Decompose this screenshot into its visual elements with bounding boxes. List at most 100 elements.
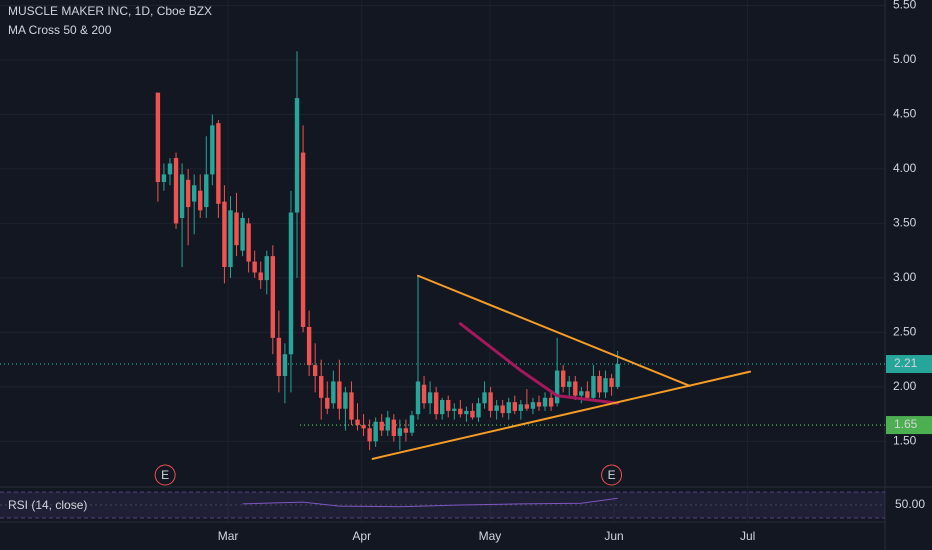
- candle-body: [294, 98, 300, 213]
- chart-subtitle: MA Cross 50 & 200: [8, 23, 112, 37]
- candle-body: [210, 125, 215, 175]
- candle-body: [306, 326, 312, 366]
- candle-body: [506, 402, 511, 414]
- candle-body: [579, 391, 584, 396]
- y-tick-label: 5.00: [893, 52, 917, 66]
- candle-body: [282, 354, 288, 377]
- candle-body: [288, 212, 294, 355]
- candle-body: [415, 381, 421, 415]
- candle-body: [343, 392, 348, 409]
- candle-body: [488, 392, 493, 411]
- candle-body: [536, 402, 542, 407]
- x-tick-label: Apr: [352, 529, 371, 543]
- candle-body: [312, 365, 318, 377]
- grid: [0, 0, 885, 522]
- candle-body: [470, 410, 475, 418]
- candle-body: [222, 201, 227, 268]
- price-label-box: [886, 416, 932, 435]
- x-tick-label: May: [479, 529, 502, 543]
- candle-body: [476, 403, 481, 418]
- earnings-marker: [601, 464, 623, 486]
- overlay-line: [417, 274, 691, 387]
- candle-body: [355, 419, 360, 426]
- candle-body: [482, 392, 487, 404]
- candle-body: [385, 417, 390, 431]
- candle-body: [373, 421, 378, 442]
- candle-body: [603, 378, 608, 393]
- candle-body: [446, 399, 451, 411]
- candle-body: [554, 370, 560, 404]
- candle-body: [270, 256, 276, 338]
- candle-body: [216, 123, 221, 204]
- candle-body: [179, 174, 185, 218]
- x-tick-label: Mar: [218, 529, 239, 543]
- candle-body: [155, 92, 161, 183]
- candle-body: [367, 428, 372, 442]
- candle-body: [204, 174, 209, 208]
- candle-body: [542, 397, 548, 407]
- marks: 2.21 1.65 E E: [0, 51, 932, 519]
- candle-body: [518, 404, 524, 411]
- earnings-marker: [154, 464, 176, 486]
- candle-body: [560, 370, 566, 387]
- candle-body: [246, 223, 251, 262]
- price-label: 1.65: [894, 417, 918, 431]
- y-tick-label: 2.00: [893, 379, 917, 393]
- rsi-tick-label: 50.00: [895, 497, 925, 511]
- candle-body: [500, 405, 505, 414]
- y-tick-label: 5.50: [893, 0, 917, 12]
- candle-body: [464, 410, 469, 415]
- x-tick-label: Jun: [604, 529, 623, 543]
- candle-body: [331, 381, 336, 404]
- candle-body: [185, 179, 191, 208]
- y-tick-label: 4.00: [893, 161, 917, 175]
- candle-body: [240, 217, 245, 251]
- candle-body: [228, 210, 233, 268]
- y-tick-label: 1.50: [893, 434, 917, 448]
- candle-body: [452, 408, 457, 411]
- y-tick-label: 3.50: [893, 216, 917, 230]
- candle-body: [609, 378, 614, 387]
- candle-body: [439, 399, 445, 415]
- candle-body: [427, 392, 433, 404]
- candle-body: [524, 404, 530, 409]
- candle-body: [379, 421, 384, 431]
- candle-body: [409, 415, 415, 433]
- overlay-line: [371, 370, 752, 460]
- candle-body: [191, 185, 197, 202]
- candle-body: [252, 261, 257, 273]
- overlay-line: [458, 322, 620, 405]
- candle-body: [391, 419, 397, 436]
- price-label: 2.21: [894, 356, 918, 370]
- candle-body: [403, 428, 409, 433]
- chart-title: MUSCLE MAKER INC, 1D, Cboe BZX: [8, 4, 212, 18]
- candle-body: [349, 392, 354, 420]
- rsi-label: RSI (14, close): [8, 498, 87, 512]
- candle-body: [494, 405, 499, 411]
- candle-body: [567, 381, 572, 387]
- candle-body: [258, 272, 263, 281]
- candle-body: [433, 392, 439, 415]
- candle-body: [397, 428, 403, 436]
- candle-body: [458, 408, 463, 415]
- rsi-line: [242, 497, 618, 508]
- candle-body: [276, 337, 282, 377]
- candle-body: [325, 397, 330, 409]
- candle-body: [300, 152, 306, 327]
- candle-body: [198, 190, 203, 211]
- candle-body: [361, 425, 366, 429]
- candle-body: [319, 376, 324, 398]
- candle-body: [167, 163, 173, 175]
- rsi-band: [0, 492, 885, 518]
- candle-body: [173, 158, 179, 224]
- earnings-label: E: [608, 468, 616, 482]
- candle-body: [591, 376, 596, 398]
- price-label-box: [886, 355, 932, 374]
- x-tick-label: Jul: [740, 529, 755, 543]
- candle-body: [512, 402, 517, 411]
- candle-body: [161, 174, 167, 183]
- candle-body: [337, 381, 342, 409]
